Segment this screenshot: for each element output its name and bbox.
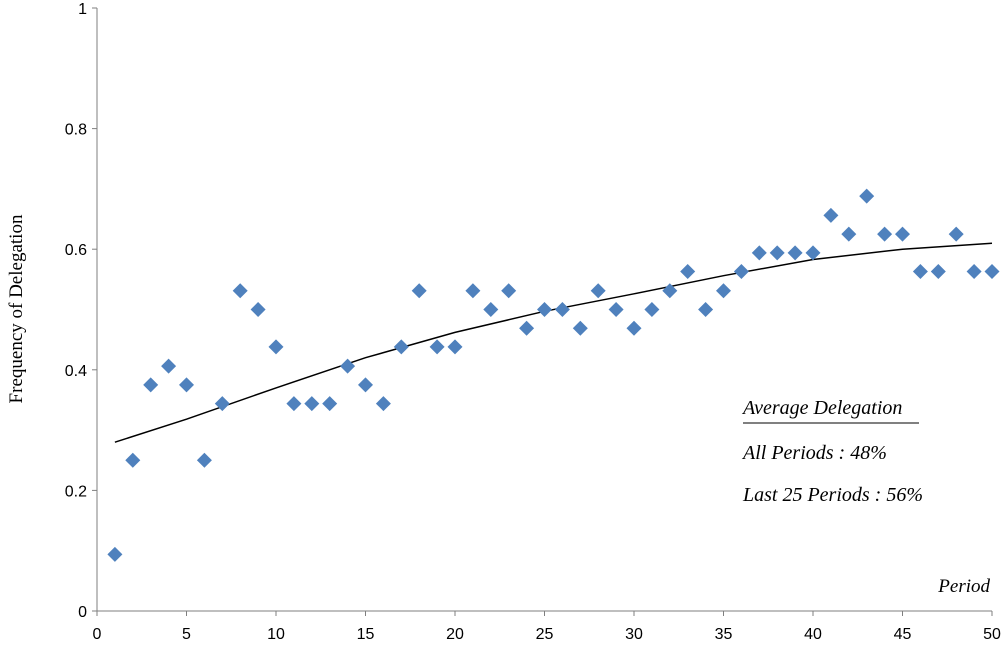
data-point-period-44 <box>877 226 893 242</box>
data-point-period-40 <box>805 245 821 261</box>
data-point-period-48 <box>948 226 964 242</box>
data-point-period-4 <box>161 358 177 374</box>
data-point-period-33 <box>680 264 696 280</box>
data-point-period-46 <box>912 264 928 280</box>
data-point-period-32 <box>662 283 678 299</box>
y-axis-title: Frequency of Delegation <box>6 214 27 403</box>
x-axis-title: Period <box>937 576 990 597</box>
data-point-period-13 <box>322 396 338 412</box>
data-points <box>107 188 1000 562</box>
data-point-period-3 <box>143 377 159 393</box>
average-delegation-annotation: Average Delegation All Periods : 48% Las… <box>741 397 923 506</box>
data-point-period-47 <box>930 264 946 280</box>
y-tick-label: 0.6 <box>65 242 87 259</box>
x-axis-ticks: 0 5 10 15 20 25 30 35 40 45 50 <box>93 611 1001 643</box>
data-point-period-27 <box>572 320 588 336</box>
data-point-period-42 <box>841 226 857 242</box>
data-point-period-29 <box>608 302 624 317</box>
data-point-period-6 <box>196 452 212 468</box>
x-tick-label: 35 <box>715 626 733 643</box>
data-point-period-35 <box>716 283 731 299</box>
y-tick-label: 0.2 <box>65 483 87 500</box>
data-point-period-16 <box>375 396 391 412</box>
data-point-period-39 <box>787 245 803 261</box>
x-tick-label: 40 <box>804 626 822 643</box>
data-point-period-23 <box>501 283 517 299</box>
x-tick-label: 0 <box>93 626 102 643</box>
x-tick-label: 45 <box>894 626 912 643</box>
data-point-period-26 <box>554 302 570 317</box>
data-point-period-50 <box>984 264 1000 280</box>
data-point-period-22 <box>483 302 499 317</box>
data-point-period-45 <box>895 226 910 242</box>
data-point-period-2 <box>125 452 141 468</box>
y-axis-ticks: 0 0.2 0.4 0.6 0.8 1 <box>65 1 97 621</box>
data-point-period-7 <box>214 396 230 412</box>
data-point-period-49 <box>966 264 982 280</box>
data-point-period-37 <box>751 245 767 261</box>
y-tick-label: 0 <box>78 604 87 621</box>
data-point-period-34 <box>698 302 714 317</box>
data-point-period-36 <box>733 264 749 280</box>
annotation-all-periods: All Periods : 48% <box>741 442 887 464</box>
data-point-period-12 <box>304 396 320 412</box>
x-tick-label: 5 <box>182 626 191 643</box>
x-tick-label: 10 <box>267 626 285 643</box>
data-point-period-9 <box>250 302 266 317</box>
data-point-period-15 <box>358 377 373 393</box>
x-tick-label: 30 <box>625 626 643 643</box>
data-point-period-19 <box>429 339 445 355</box>
y-tick-label: 0.8 <box>65 122 87 139</box>
data-point-period-38 <box>769 245 785 261</box>
x-tick-label: 15 <box>357 626 375 643</box>
annotation-heading: Average Delegation <box>741 397 902 419</box>
y-tick-label: 1 <box>78 1 87 18</box>
data-point-period-21 <box>465 283 481 299</box>
data-point-period-31 <box>644 302 660 317</box>
data-point-period-25 <box>537 302 552 317</box>
data-point-period-10 <box>268 339 284 355</box>
x-tick-label: 25 <box>536 626 554 643</box>
y-tick-label: 0.4 <box>65 363 87 380</box>
data-point-period-8 <box>232 283 248 299</box>
data-point-period-14 <box>340 358 356 374</box>
data-point-period-1 <box>107 546 123 562</box>
annotation-last-25-periods: Last 25 Periods : 56% <box>742 484 923 506</box>
data-point-period-17 <box>393 339 409 355</box>
data-point-period-43 <box>859 188 875 204</box>
data-point-period-30 <box>626 320 642 336</box>
data-point-period-11 <box>286 396 302 412</box>
data-point-period-28 <box>590 283 606 299</box>
x-tick-label: 20 <box>446 626 464 643</box>
data-point-period-41 <box>823 207 839 223</box>
data-point-period-20 <box>447 339 463 355</box>
data-point-period-5 <box>179 377 194 393</box>
x-tick-label: 50 <box>983 626 1001 643</box>
data-point-period-24 <box>519 320 535 336</box>
data-point-period-18 <box>411 283 427 299</box>
